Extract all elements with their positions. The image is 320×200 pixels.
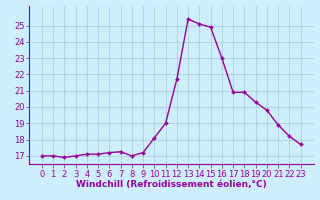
X-axis label: Windchill (Refroidissement éolien,°C): Windchill (Refroidissement éolien,°C) [76, 180, 267, 189]
